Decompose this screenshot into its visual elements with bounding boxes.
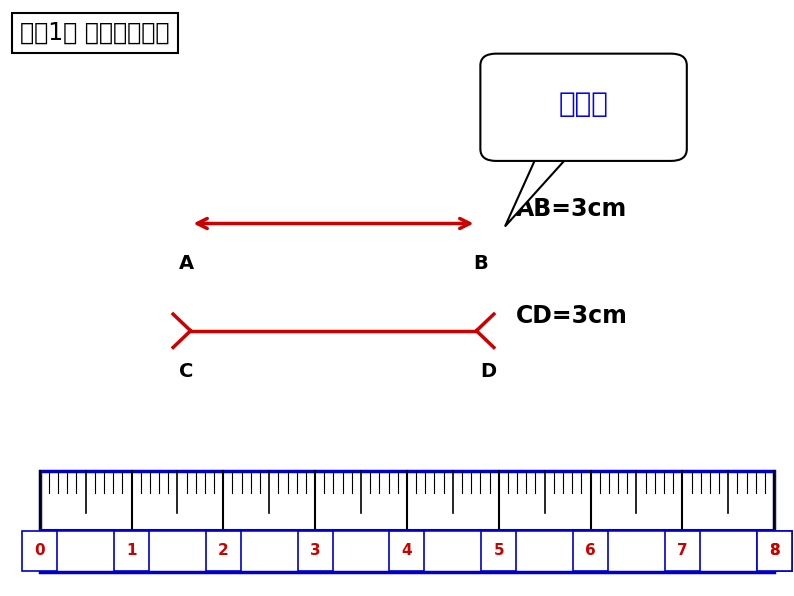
Text: 7: 7 — [677, 544, 688, 558]
Text: 8: 8 — [769, 544, 780, 558]
Text: C: C — [179, 362, 194, 381]
Text: 5: 5 — [493, 544, 504, 558]
Bar — [40, 471, 774, 572]
Text: AB=3cm: AB=3cm — [516, 197, 627, 221]
Bar — [390, 530, 424, 571]
Text: 8: 8 — [769, 544, 780, 558]
Text: 6: 6 — [585, 544, 596, 558]
Text: 3: 3 — [310, 544, 321, 558]
Bar — [114, 530, 149, 571]
Bar — [665, 530, 700, 571]
Text: D: D — [480, 362, 496, 381]
Bar — [481, 530, 516, 571]
Text: B: B — [473, 254, 488, 274]
Text: 2: 2 — [218, 544, 229, 558]
Bar — [573, 530, 608, 571]
Text: 问题1： 比较线段长短: 问题1： 比较线段长短 — [20, 21, 169, 45]
Bar — [757, 530, 792, 571]
Text: 4: 4 — [402, 544, 412, 558]
Text: 度量法: 度量法 — [559, 91, 608, 118]
Text: 1: 1 — [126, 544, 137, 558]
Bar — [298, 530, 333, 571]
Text: CD=3cm: CD=3cm — [516, 304, 628, 328]
Bar — [206, 530, 241, 571]
Text: A: A — [179, 254, 195, 274]
FancyBboxPatch shape — [480, 54, 687, 161]
Polygon shape — [505, 149, 575, 226]
Text: 0: 0 — [34, 544, 45, 558]
Bar — [22, 530, 57, 571]
Bar — [757, 530, 792, 571]
